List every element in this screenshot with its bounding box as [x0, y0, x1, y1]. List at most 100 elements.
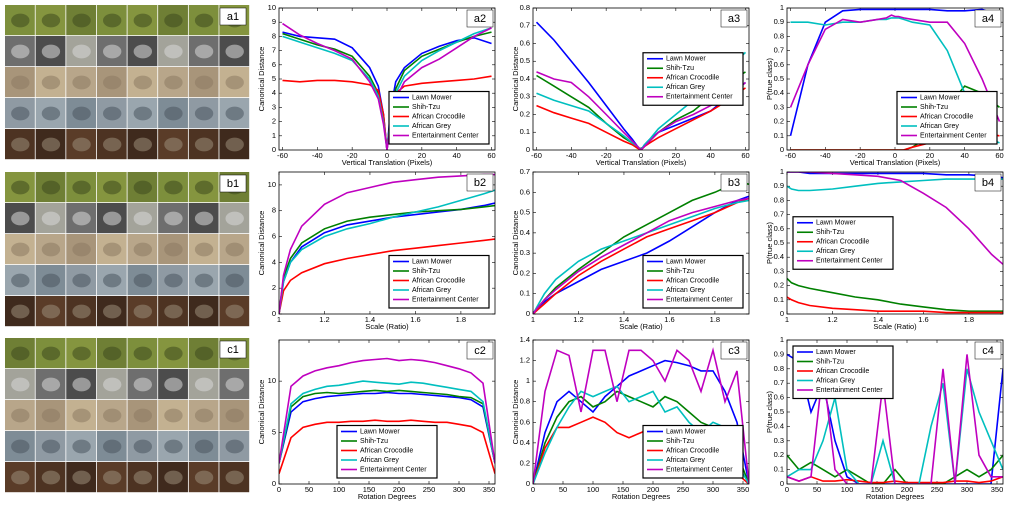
y-tick-label: 8 — [272, 31, 276, 40]
y-tick-label: 0.8 — [774, 364, 784, 373]
photo-detail — [11, 408, 30, 423]
photo-detail — [133, 242, 152, 257]
photo-detail — [103, 180, 122, 195]
y-tick-label: 0 — [272, 145, 276, 154]
photo-detail — [194, 377, 214, 392]
photo-detail — [194, 106, 214, 121]
x-axis-label: Rotation Degrees — [866, 492, 925, 501]
x-axis-label: Rotation Degrees — [612, 492, 671, 501]
photo-detail — [164, 470, 183, 485]
photo-detail — [133, 470, 152, 485]
y-tick-label: 0.6 — [774, 224, 784, 233]
line-series — [533, 199, 749, 314]
legend-label: African Crocodile — [412, 113, 465, 120]
x-tick-label: 1.2 — [573, 315, 583, 324]
legend-label: African Grey — [816, 248, 855, 255]
legend-label: African Grey — [666, 287, 705, 294]
y-tick-label: 0.6 — [774, 393, 784, 402]
photo-detail — [164, 304, 183, 319]
line-series — [279, 380, 495, 464]
x-tick-label: 40 — [453, 151, 461, 160]
photo-detail — [133, 408, 152, 423]
y-axis-label: Canonical Distance — [257, 47, 266, 112]
photo-detail — [41, 408, 61, 423]
panel-label-box — [219, 340, 247, 359]
y-tick-label: 0.2 — [520, 458, 530, 467]
photo-detail — [103, 106, 122, 121]
y-tick-label: 0.2 — [774, 117, 784, 126]
x-tick-label: 40 — [707, 151, 715, 160]
x-tick-label: 200 — [647, 485, 660, 494]
panel-label: a1 — [227, 11, 239, 23]
photo-detail — [11, 439, 30, 454]
y-tick-label: 5 — [272, 428, 276, 437]
panel-label-box — [720, 341, 748, 360]
photo-detail — [164, 106, 183, 121]
legend-label: Lawn Mower — [816, 349, 856, 356]
y-tick-label: 0.4 — [520, 438, 530, 447]
photo-detail — [72, 304, 91, 319]
x-tick-label: -60 — [785, 151, 796, 160]
x-tick-label: 150 — [617, 485, 630, 494]
legend-label: African Crocodile — [412, 277, 465, 284]
y-tick-label: 0.7 — [774, 210, 784, 219]
x-tick-label: 350 — [737, 485, 750, 494]
panel-label-box — [466, 173, 494, 192]
x-tick-label: 20 — [418, 151, 426, 160]
y-tick-label: 0.8 — [520, 3, 530, 12]
photo-detail — [72, 408, 91, 423]
y-tick-label: 0.5 — [774, 238, 784, 247]
x-tick-label: -20 — [347, 151, 358, 160]
panel-label: c4 — [982, 345, 994, 357]
legend-label: Shih-Tzu — [816, 229, 844, 236]
y-tick-label: 0.5 — [520, 56, 530, 65]
x-axis-label: Vertical Translation (Pixels) — [342, 158, 433, 167]
y-tick-label: 0.8 — [774, 195, 784, 204]
x-tick-label: 250 — [423, 485, 436, 494]
photo-detail — [72, 44, 91, 59]
y-axis-label: Canonical Distance — [257, 211, 266, 276]
y-axis-label: P(true class) — [765, 221, 774, 264]
photo-detail — [194, 304, 214, 319]
photo-detail — [72, 242, 91, 257]
line-series — [533, 385, 749, 484]
panel-label-box — [466, 9, 494, 28]
line-series — [279, 238, 495, 314]
photo-detail — [194, 211, 214, 226]
legend-label: Shih-Tzu — [666, 65, 694, 72]
y-tick-label: 0.1 — [520, 127, 530, 136]
photo-detail — [103, 346, 122, 361]
y-tick-label: 1 — [526, 376, 530, 385]
photo-detail — [103, 439, 122, 454]
panel-label: b1 — [227, 178, 239, 190]
plot-lines — [533, 181, 749, 314]
legend-label: African Grey — [412, 287, 451, 294]
x-tick-label: 50 — [559, 485, 567, 494]
x-tick-label: -20 — [601, 151, 612, 160]
y-tick-label: 0.8 — [774, 31, 784, 40]
y-tick-label: 0.1 — [774, 465, 784, 474]
panel-label: a3 — [728, 13, 740, 25]
y-tick-label: 0.4 — [520, 74, 530, 83]
x-tick-label: 350 — [991, 485, 1004, 494]
photo-detail — [225, 377, 244, 392]
photo-detail — [103, 470, 122, 485]
photo-detail — [72, 75, 91, 90]
photo-detail — [133, 211, 152, 226]
legend-label: Entertainment Center — [666, 296, 733, 303]
photo-detail — [103, 408, 122, 423]
photo-detail — [225, 470, 244, 485]
photo-detail — [11, 106, 30, 121]
legend-label: Lawn Mower — [412, 94, 452, 101]
panel-label: c3 — [728, 345, 740, 357]
panel-label: b4 — [982, 177, 994, 189]
y-tick-label: 0.9 — [774, 17, 784, 26]
plot-lines — [282, 22, 492, 150]
y-tick-label: 0.4 — [774, 421, 784, 430]
legend-label: Lawn Mower — [412, 258, 452, 265]
legend-label: Lawn Mower — [666, 56, 706, 63]
line-series — [535, 21, 747, 150]
y-tick-label: 10 — [268, 180, 276, 189]
photo-detail — [11, 137, 30, 152]
y-tick-label: 0.4 — [774, 252, 784, 261]
